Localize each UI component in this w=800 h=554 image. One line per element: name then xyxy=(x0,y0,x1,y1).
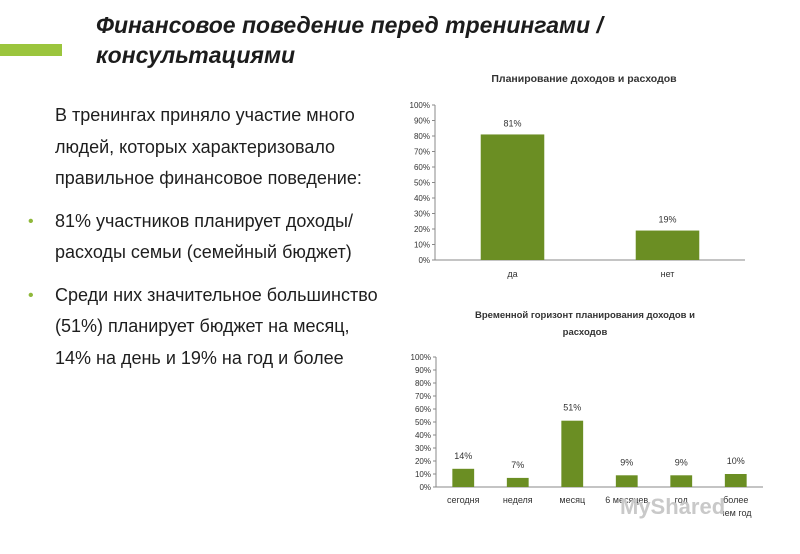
x-tick-label: да xyxy=(507,269,517,279)
y-tick-label: 40% xyxy=(415,431,431,440)
data-label: 10% xyxy=(727,456,745,466)
chart-title-line-1: Временной горизонт планирования доходов … xyxy=(475,310,695,321)
data-label: 81% xyxy=(503,118,521,128)
y-tick-label: 90% xyxy=(414,117,430,126)
bar xyxy=(480,134,545,260)
bar xyxy=(506,477,529,487)
x-tick-label: более xyxy=(723,495,748,505)
bullet-text: 81% участников планирует доходы/расходы … xyxy=(55,210,353,263)
intro-paragraph: В тренингах приняло участие много людей,… xyxy=(55,105,362,188)
y-tick-label: 10% xyxy=(415,470,431,479)
y-tick-label: 10% xyxy=(414,241,430,250)
y-tick-label: 70% xyxy=(414,148,430,157)
y-tick-label: 20% xyxy=(415,457,431,466)
y-tick-label: 100% xyxy=(411,353,431,362)
slide-title: Финансовое поведение перед тренингами / … xyxy=(96,10,776,70)
x-tick-label: чем год xyxy=(720,508,752,518)
data-label: 7% xyxy=(511,460,524,470)
chart-title-line-2: расходов xyxy=(563,327,608,338)
y-tick-label: 80% xyxy=(414,132,430,141)
data-label: 51% xyxy=(563,403,581,413)
bullet-dot-icon: • xyxy=(28,286,34,304)
y-tick-label: 40% xyxy=(414,194,430,203)
y-tick-label: 30% xyxy=(414,210,430,219)
y-tick-label: 60% xyxy=(414,163,430,172)
y-tick-label: 60% xyxy=(415,405,431,414)
bar xyxy=(561,420,584,487)
bar xyxy=(724,474,747,487)
y-tick-label: 90% xyxy=(415,366,431,375)
y-tick-label: 50% xyxy=(415,418,431,427)
y-tick-label: 100% xyxy=(410,101,430,110)
y-tick-label: 30% xyxy=(415,444,431,453)
bar xyxy=(615,475,638,487)
bar xyxy=(452,468,475,487)
data-label: 9% xyxy=(620,457,633,467)
x-tick-label: сегодня xyxy=(447,495,480,505)
bullet-dot-icon: • xyxy=(28,212,34,230)
y-tick-label: 0% xyxy=(419,483,431,492)
x-tick-label: неделя xyxy=(503,495,533,505)
y-tick-label: 70% xyxy=(415,392,431,401)
y-tick-label: 50% xyxy=(414,179,430,188)
x-tick-label: месяц xyxy=(559,495,585,505)
data-label: 9% xyxy=(675,457,688,467)
chart-income-expense-planning: Планирование доходов и расходов 0% 10% 20%… xyxy=(410,73,745,279)
bullet-text: Среди них значительное большинство (51%)… xyxy=(55,284,378,368)
x-tick-label: нет xyxy=(661,269,675,279)
watermark: MyShared xyxy=(620,494,725,520)
chart-planning-horizon: Временной горизонт планирования доходов … xyxy=(411,310,763,518)
y-tick-label: 80% xyxy=(415,379,431,388)
title-line-2: консультациями xyxy=(96,42,296,68)
title-accent-bar xyxy=(0,44,62,56)
y-tick-label: 0% xyxy=(418,256,430,265)
x-tick-label: 6 месяцев xyxy=(605,495,648,505)
y-tick-label: 20% xyxy=(414,225,430,234)
bullet-item: • 81% участников планирует доходы/расход… xyxy=(28,206,378,269)
bar xyxy=(670,475,693,487)
bar xyxy=(635,230,700,260)
slide-body: В тренингах приняло участие много людей,… xyxy=(28,100,378,385)
data-label: 14% xyxy=(454,451,472,461)
x-tick-label: год xyxy=(675,495,689,505)
data-label: 19% xyxy=(658,215,676,225)
chart-title: Планирование доходов и расходов xyxy=(491,73,677,85)
bullet-item: • Среди них значительное большинство (51… xyxy=(28,280,378,375)
title-line-1: Финансовое поведение перед тренингами / xyxy=(96,12,603,38)
watermark-text: MyShared xyxy=(620,494,726,519)
